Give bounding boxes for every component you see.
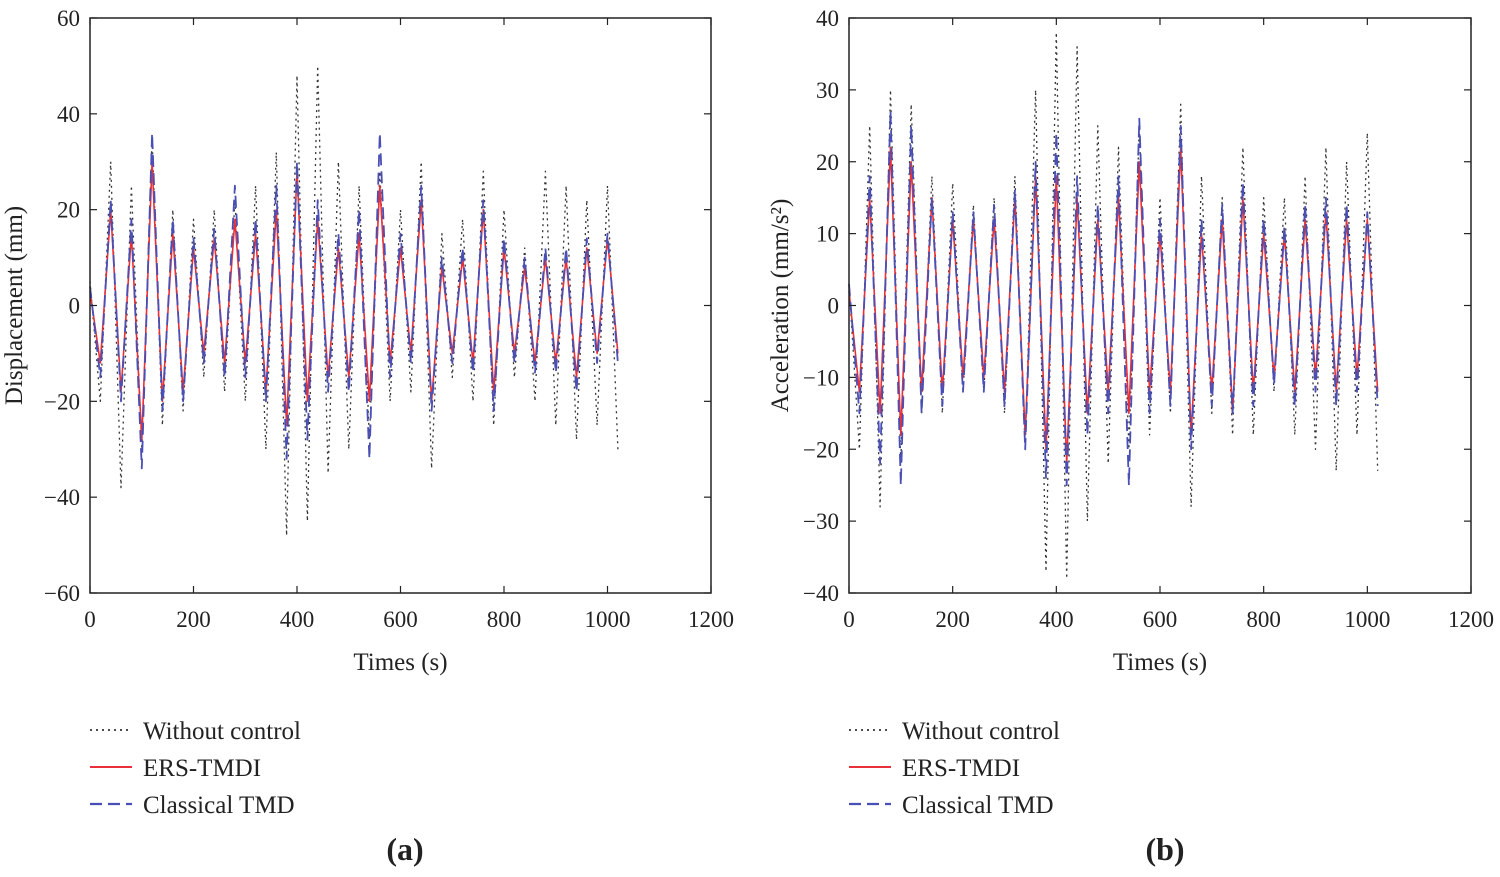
x-tick-label: 0 (843, 607, 855, 632)
y-tick-label: −20 (803, 437, 839, 462)
legend-label: ERS-TMDI (902, 755, 1020, 782)
x-tick-label: 400 (1039, 607, 1074, 632)
x-tick-label: 1200 (1448, 607, 1494, 632)
y-tick-label: 60 (57, 6, 80, 31)
x-tick-label: 800 (1246, 607, 1281, 632)
panel-label: (b) (1145, 831, 1184, 867)
y-tick-label: 10 (816, 222, 839, 247)
plot-frame (89, 17, 712, 594)
x-axis-label: Times (s) (353, 649, 447, 676)
y-tick-label: −40 (44, 485, 80, 510)
y-tick-label: −20 (44, 389, 80, 414)
y-tick-label: −30 (803, 509, 839, 534)
y-tick-label: 0 (69, 294, 81, 319)
legend-label: Classical TMD (902, 792, 1054, 819)
y-tick-label: 0 (828, 294, 840, 319)
x-tick-label: 800 (487, 607, 522, 632)
legend-label: Classical TMD (143, 792, 295, 819)
y-axis-label: Displacement (mm) (1, 206, 28, 405)
x-axis-label: Times (s) (1113, 649, 1207, 676)
chart-b: 0 200 400 600 800 1000 1200 −40 −30 −20 −10 0 10 20 30… (767, 6, 1494, 867)
x-tick-label: 1000 (585, 607, 631, 632)
x-tick-label: 1000 (1344, 607, 1390, 632)
legend-label: Without control (902, 718, 1060, 745)
x-tick-label: 200 (176, 607, 211, 632)
y-tick-label: 30 (816, 78, 839, 103)
y-tick-label: −60 (44, 581, 80, 606)
y-axis-label: Acceleration (mm/s²) (767, 199, 794, 413)
legend-label: ERS-TMDI (143, 755, 261, 782)
x-tick-label: 0 (84, 607, 96, 632)
series-line-classical-tmd (848, 110, 1379, 487)
legend: Without control ERS-TMDI Classical TMD (849, 718, 1060, 819)
y-tick-label: 40 (816, 6, 839, 31)
y-tick-label: −10 (803, 365, 839, 390)
plot-frame (848, 17, 1472, 594)
y-tick-label: −40 (803, 581, 839, 606)
chart-a: 0 200 400 600 800 1000 1200 −60 −40 −20 0 20 40 60 Tim… (1, 6, 734, 867)
y-tick-label: 20 (57, 198, 80, 223)
x-tick-label: 600 (1143, 607, 1178, 632)
panel-label: (a) (386, 831, 423, 867)
x-tick-label: 600 (383, 607, 418, 632)
legend-label: Without control (143, 718, 301, 745)
x-tick-label: 400 (280, 607, 315, 632)
x-tick-label: 1200 (688, 607, 734, 632)
y-tick-label: 40 (57, 102, 80, 127)
legend: Without control ERS-TMDI Classical TMD (90, 718, 301, 819)
x-tick-label: 200 (935, 607, 970, 632)
y-tick-label: 20 (816, 150, 839, 175)
